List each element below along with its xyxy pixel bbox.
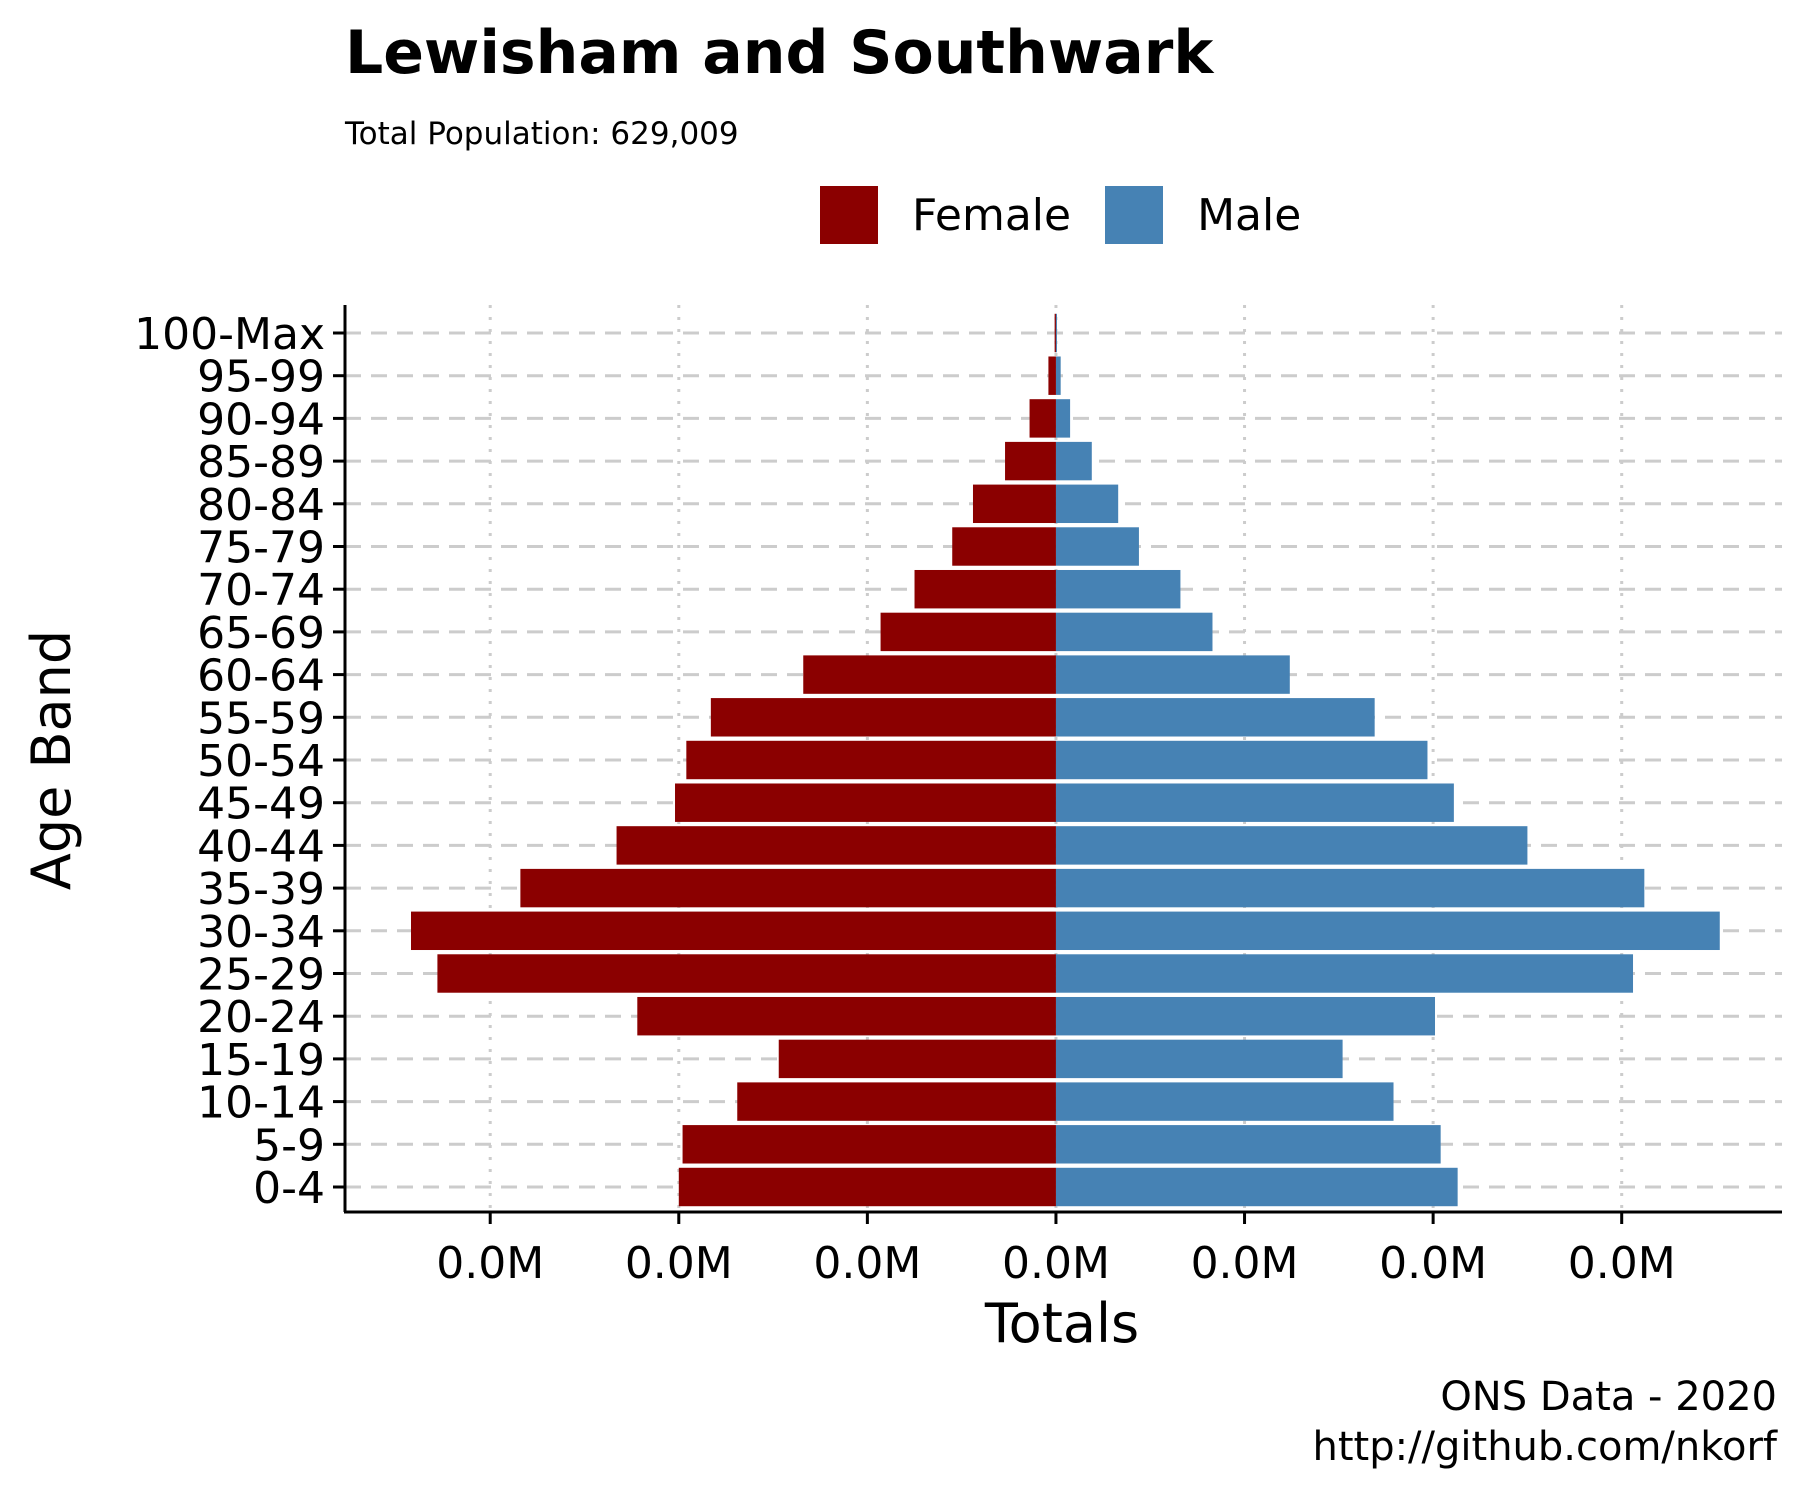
x-tick-label-3: 0.0M xyxy=(1002,1238,1110,1289)
bar-female-10-14 xyxy=(737,1082,1056,1121)
caption: ONS Data - 2020 http://github.com/nkorf xyxy=(1312,1372,1777,1472)
bar-female-45-49 xyxy=(675,783,1056,822)
legend-key-male xyxy=(1105,186,1164,244)
chart-title: Lewisham and Southwark xyxy=(345,18,1214,88)
x-tick-label-2: 0.0M xyxy=(813,1238,921,1289)
y-tick-label-50-54: 50-54 xyxy=(197,736,325,787)
bar-female-70-74 xyxy=(914,569,1056,609)
x-tick-labels: 0.0M 0.0M 0.0M 0.0M 0.0M 0.0M 0.0M xyxy=(436,1212,1676,1289)
bar-female-5-9 xyxy=(682,1125,1056,1164)
x-tick-label-4: 0.0M xyxy=(1191,1238,1299,1289)
x-tick-label-0: 0.0M xyxy=(436,1238,544,1289)
bar-male-15-19 xyxy=(1055,1039,1343,1079)
bar-female-95-99 xyxy=(1048,356,1056,395)
bar-female-80-84 xyxy=(972,484,1056,524)
bar-male-75-79 xyxy=(1055,527,1139,566)
bar-female-35-39 xyxy=(520,868,1056,908)
x-tick-label-1: 0.0M xyxy=(625,1238,733,1289)
bar-male-40-44 xyxy=(1055,826,1528,865)
legend-key-female xyxy=(820,186,878,244)
y-tick-label-10-14: 10-14 xyxy=(197,1078,325,1129)
y-tick-label-70-74: 70-74 xyxy=(197,565,325,616)
bar-male-45-49 xyxy=(1055,783,1454,822)
legend-label-female: Female xyxy=(912,189,1072,241)
y-tick-label-100-Max: 100-Max xyxy=(134,309,325,360)
y-tick-label-0-4: 0-4 xyxy=(253,1163,325,1214)
bar-female-65-69 xyxy=(880,612,1056,652)
legend: Female Male xyxy=(820,186,1335,244)
bar-male-95-99 xyxy=(1055,356,1061,395)
x-tick-label-6: 0.0M xyxy=(1568,1238,1676,1289)
bar-male-60-64 xyxy=(1055,655,1290,694)
y-tick-label-30-34: 30-34 xyxy=(197,907,325,958)
bar-male-55-59 xyxy=(1055,698,1375,737)
bar-female-55-59 xyxy=(710,698,1056,737)
y-axis-label: Age Band xyxy=(20,630,83,890)
bar-male-0-4 xyxy=(1055,1167,1458,1207)
legend-item-female: Female xyxy=(820,186,1071,244)
y-tick-label-40-44: 40-44 xyxy=(197,821,325,872)
bar-male-100-Max xyxy=(1055,313,1057,353)
bar-male-90-94 xyxy=(1055,399,1071,438)
bar-female-40-44 xyxy=(616,826,1056,865)
x-tick-label-5: 0.0M xyxy=(1379,1238,1487,1289)
legend-item-male: Male xyxy=(1105,186,1301,244)
x-axis-label: Totals xyxy=(984,1292,1139,1355)
y-tick-label-85-89: 85-89 xyxy=(197,437,325,488)
bar-male-20-24 xyxy=(1055,996,1436,1036)
y-tick-label-90-94: 90-94 xyxy=(197,394,325,445)
bar-male-10-14 xyxy=(1055,1082,1394,1121)
bar-female-20-24 xyxy=(637,996,1056,1036)
y-tick-label-95-99: 95-99 xyxy=(197,352,325,403)
bar-male-30-34 xyxy=(1055,911,1720,951)
y-tick-label-25-29: 25-29 xyxy=(197,950,325,1001)
caption-source: ONS Data - 2020 xyxy=(1440,1374,1777,1420)
bar-male-80-84 xyxy=(1055,484,1119,524)
bar-female-60-64 xyxy=(803,655,1056,694)
y-tick-label-55-59: 55-59 xyxy=(197,693,325,744)
y-tick-label-20-24: 20-24 xyxy=(197,992,325,1043)
y-tick-label-15-19: 15-19 xyxy=(197,1035,325,1086)
bar-male-5-9 xyxy=(1055,1125,1441,1164)
y-tick-label-75-79: 75-79 xyxy=(197,523,325,574)
bar-male-50-54 xyxy=(1055,740,1428,780)
bar-female-90-94 xyxy=(1029,399,1056,438)
bar-female-30-34 xyxy=(411,911,1056,951)
caption-url: http://github.com/nkorf xyxy=(1312,1424,1777,1470)
bar-male-85-89 xyxy=(1055,441,1092,481)
bar-male-70-74 xyxy=(1055,569,1181,609)
bar-female-85-89 xyxy=(1005,441,1056,481)
bar-female-75-79 xyxy=(952,527,1056,566)
y-tick-label-35-39: 35-39 xyxy=(197,864,325,915)
bar-female-50-54 xyxy=(686,740,1056,780)
y-tick-label-45-49: 45-49 xyxy=(197,779,325,830)
bar-female-15-19 xyxy=(778,1039,1056,1079)
y-tick-label-65-69: 65-69 xyxy=(197,608,325,659)
y-tick-label-60-64: 60-64 xyxy=(197,651,325,702)
bar-female-100-Max xyxy=(1054,313,1056,353)
chart-subtitle: Total Population: 629,009 xyxy=(345,116,739,152)
y-tick-label-5-9: 5-9 xyxy=(253,1120,325,1171)
y-tick-labels: 0-45-910-1415-1920-2425-2930-3435-3940-4… xyxy=(134,309,345,1214)
bar-male-65-69 xyxy=(1055,612,1213,652)
y-tick-label-80-84: 80-84 xyxy=(197,480,325,531)
bar-male-25-29 xyxy=(1055,954,1634,993)
bar-female-0-4 xyxy=(678,1167,1056,1207)
bar-female-25-29 xyxy=(437,954,1056,993)
legend-label-male: Male xyxy=(1197,189,1302,241)
bars xyxy=(411,313,1720,1207)
bar-male-35-39 xyxy=(1055,868,1645,908)
